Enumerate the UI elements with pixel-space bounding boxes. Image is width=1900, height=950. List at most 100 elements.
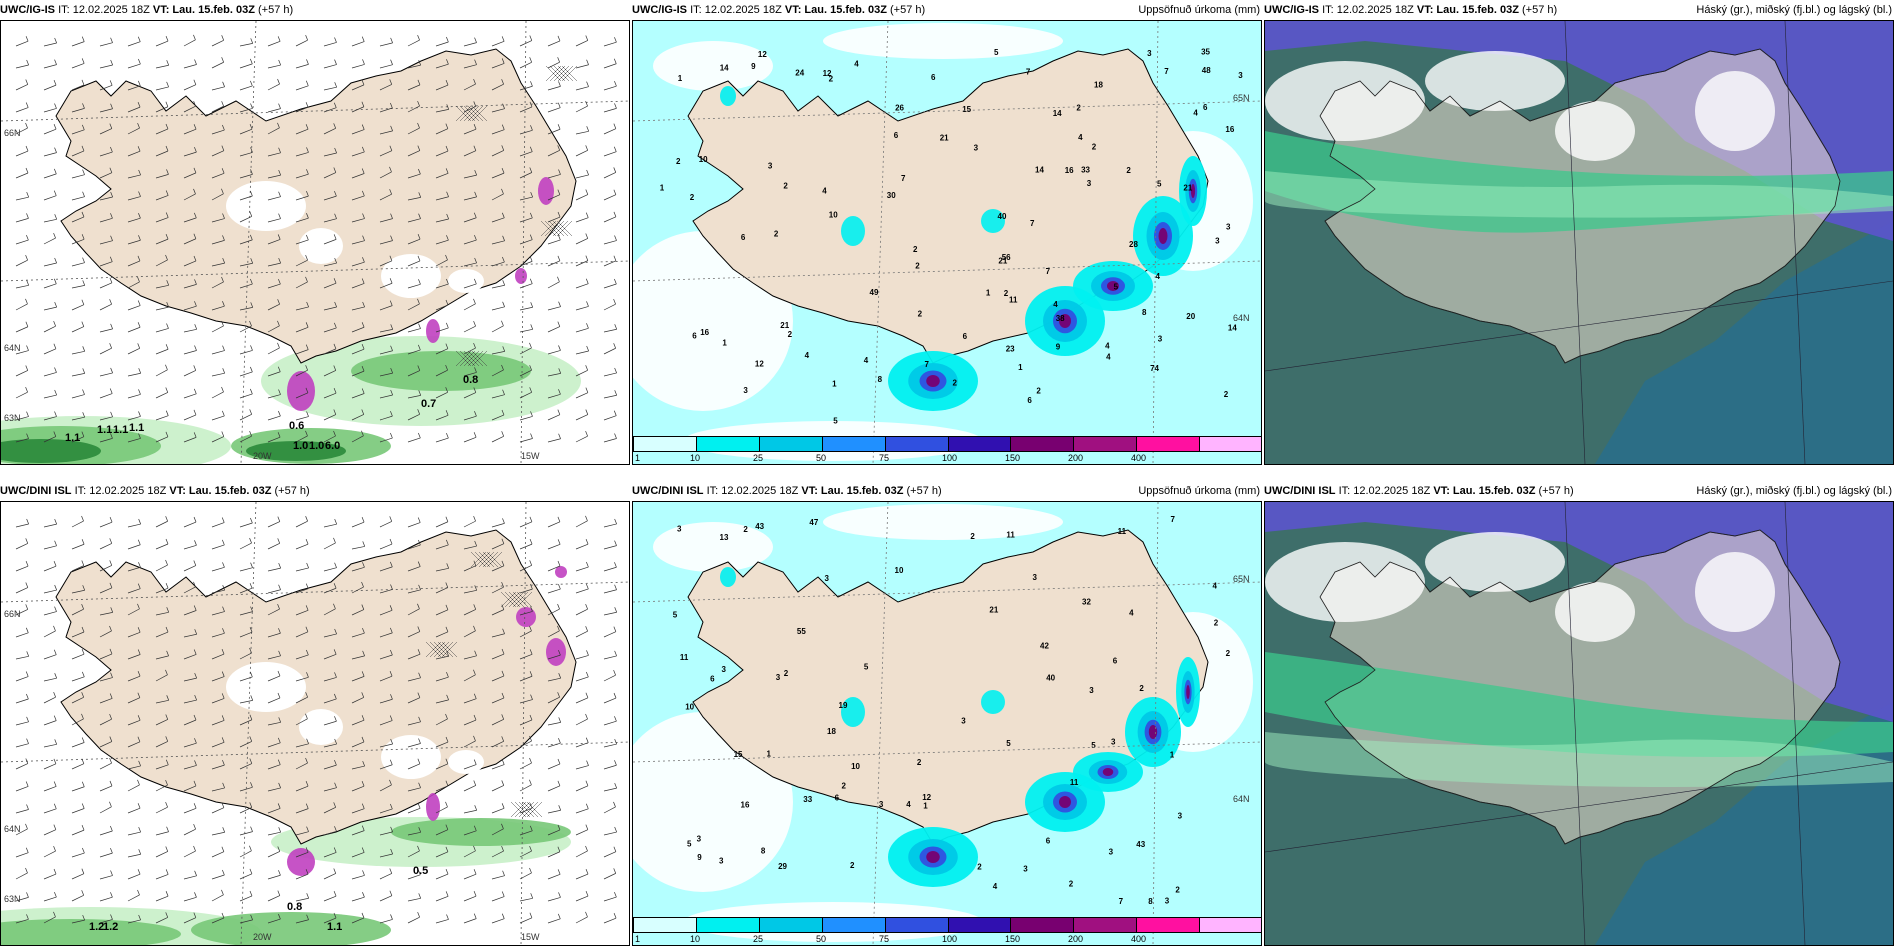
wind-barb (463, 520, 476, 528)
wind-barb-flag (529, 649, 533, 655)
panel-header: UWC/IG-IS IT: 12.02.2025 18Z VT: Lau. 15… (0, 0, 630, 20)
wind-barb (15, 872, 28, 880)
wind-barb-flag (165, 431, 169, 437)
wind-barb-flag (166, 81, 169, 88)
wind-barb (491, 41, 505, 47)
wind-barb (323, 830, 337, 836)
wind-barb-flag (193, 714, 197, 721)
panel-header: UWC/DINI ISL IT: 12.02.2025 18Z VT: Lau.… (1264, 481, 1894, 501)
precip-value: 21 (998, 257, 1007, 266)
wind-barb-flag (557, 625, 560, 631)
wind-barb-flag (26, 192, 30, 198)
wind-barb (379, 895, 393, 902)
wind-barb-flag (26, 59, 29, 66)
wind-barb-flag (110, 146, 113, 153)
wind-barb (71, 174, 85, 179)
wind-barb (295, 567, 309, 572)
precip-value: 16 (741, 801, 750, 810)
wind-barb-flag (165, 779, 168, 786)
graticule-line (1564, 502, 1586, 945)
wind-barb-flag (333, 537, 336, 544)
wind-barb-flag (361, 344, 365, 350)
wind-barb (127, 326, 141, 333)
wind-barb-flag (54, 606, 57, 612)
wind-barb (407, 763, 421, 770)
wind-barb-flag (25, 386, 28, 393)
scale-label: 1 (635, 453, 641, 463)
wind-barb (295, 785, 309, 792)
wind-barb (519, 521, 533, 528)
wind-barb (519, 328, 533, 333)
wind-barb-flag (361, 671, 365, 677)
wind-barb-flag (137, 80, 141, 86)
wind-barb (99, 587, 113, 594)
high-cloud-band (1265, 732, 1893, 787)
precip-value: 9 (697, 853, 702, 862)
model-name: UWC/IG-IS (1264, 4, 1319, 16)
wind-barb-flag (530, 125, 533, 131)
wind-barb (99, 630, 112, 638)
wind-barb (351, 106, 365, 113)
precip-value: 1 (722, 338, 727, 347)
wind-barb (519, 654, 533, 660)
lat-label: 66N (4, 609, 21, 619)
precip-value: 4 (822, 187, 827, 196)
precip-value: 2 (1004, 289, 1009, 298)
wind-barb (463, 415, 477, 421)
precip-value: 1 (1018, 363, 1023, 372)
wind-barb-flag (361, 803, 365, 809)
wind-barb (211, 522, 225, 528)
precip-value: 2 (1214, 618, 1219, 627)
wind-barb (407, 697, 420, 704)
wind-barb-flag (110, 892, 113, 898)
wind-barb (183, 393, 197, 399)
wind-barb (435, 348, 449, 355)
wind-barb (211, 874, 225, 880)
clear-sky (1555, 101, 1635, 161)
wind-barb (183, 565, 196, 572)
graticule-line (1564, 21, 1586, 464)
wind-barb (127, 566, 141, 572)
wind-barb-flag (334, 693, 337, 700)
wind-barb (575, 194, 588, 201)
wind-barb-flag (530, 433, 533, 439)
wind-barb-flag (306, 893, 310, 899)
wind-barb-flag (54, 147, 57, 153)
wind-barb (295, 852, 309, 858)
wind-barb (99, 393, 113, 399)
wind-barb (323, 720, 337, 726)
wind-barb (379, 566, 393, 572)
wind-barb (491, 369, 504, 377)
wind-barb (267, 543, 280, 550)
precip-value: 33 (803, 795, 812, 804)
wind-barb-flag (390, 213, 393, 219)
wind-barb (183, 437, 197, 443)
wind-barb (351, 129, 365, 135)
valid-time: Lau. 15.feb. 03Z (172, 4, 255, 16)
wind-barb (407, 787, 421, 792)
wind-barb-flag (249, 537, 252, 544)
wind-barb (519, 611, 533, 616)
wind-barb (15, 196, 29, 201)
wind-barb-flag (390, 37, 393, 43)
wind-barb (379, 42, 393, 47)
wind-barb-flag (306, 190, 309, 197)
scale-label: 25 (753, 934, 764, 944)
wind-barb (323, 172, 336, 179)
wind-barb (211, 632, 225, 638)
wind-barb (547, 829, 561, 836)
wind-barb-flag (305, 583, 309, 589)
wind-barb-flag (249, 320, 252, 327)
wind-barb-flag (53, 758, 57, 764)
wind-barb-flag (305, 322, 309, 328)
graticule-line (240, 21, 257, 464)
wind-barb-flag (473, 212, 477, 218)
wind-barb-flag (81, 560, 85, 566)
wind-barb-flag (81, 539, 85, 545)
wind-barb-flag (502, 389, 505, 395)
wind-barb (407, 303, 420, 311)
precip-value: 4 (1106, 352, 1111, 361)
wind-barb-flag (221, 431, 225, 437)
wind-barb (407, 850, 420, 858)
wind-barb-flag (390, 367, 393, 374)
